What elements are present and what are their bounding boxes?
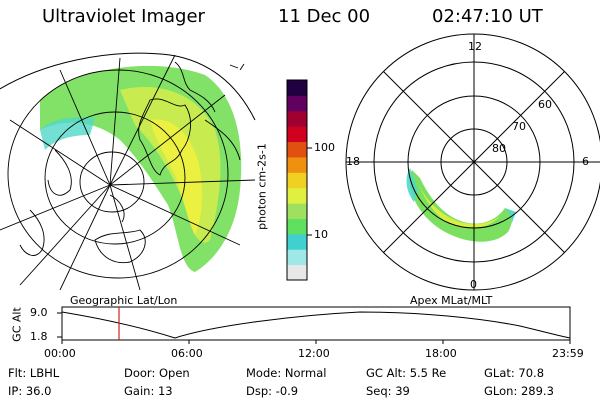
- time-label: 02:47:10 UT: [432, 6, 543, 27]
- mlt-label-6: 6: [582, 155, 589, 168]
- magnetic-caption: Apex MLat/MLT: [410, 294, 493, 307]
- info-glat: GLat: 70.8: [484, 366, 545, 380]
- colorbar-band: [287, 80, 307, 96]
- colorbar-band: [287, 203, 307, 219]
- timeline-xtick-0: 00:00: [44, 347, 76, 360]
- colorbar-band: [287, 233, 307, 250]
- timeline-xtick-2: 12:00: [298, 347, 330, 360]
- colorbar-tick-10: 10: [314, 228, 328, 241]
- info-filter: Flt: LBHL: [8, 366, 60, 380]
- geographic-caption: Geographic Lat/Lon: [70, 294, 178, 307]
- info-glon: GLon: 289.3: [484, 384, 554, 398]
- earth-limb: [0, 52, 256, 121]
- colorbar-band: [287, 156, 307, 173]
- mlt-label-12: 12: [468, 40, 482, 53]
- lat-label-80: 80: [492, 142, 506, 155]
- colorbar-band: [287, 264, 307, 281]
- coastlines: [19, 61, 245, 264]
- color-bar: [287, 80, 307, 281]
- colorbar-tick-100: 100: [314, 141, 335, 154]
- altitude-timeline: [57, 306, 571, 344]
- info-mode: Mode: Normal: [246, 366, 327, 380]
- info-ip: IP: 36.0: [8, 384, 52, 398]
- magnetic-dial: [345, 33, 600, 291]
- timeline-ytick-top: 9.0: [30, 306, 48, 319]
- info-door: Door: Open: [124, 366, 190, 380]
- colorbar-band: [287, 249, 307, 266]
- colorbar-band: [287, 172, 307, 189]
- colorbar-band: [287, 126, 307, 143]
- timeline-xtick-3: 18:00: [425, 347, 457, 360]
- colorbar-band: [287, 110, 307, 127]
- altitude-curve: [61, 311, 571, 339]
- date-label: 11 Dec 00: [278, 6, 371, 27]
- lat-label-60: 60: [538, 98, 552, 111]
- geographic-map: [0, 52, 256, 290]
- info-dsp: Dsp: -0.9: [246, 384, 299, 398]
- colorbar-band: [287, 187, 307, 204]
- colorbar-band: [287, 95, 307, 112]
- timeline-ylabel: GC Alt: [10, 307, 24, 342]
- info-gc-alt: GC Alt: 5.5 Re: [366, 366, 447, 380]
- mlt-label-18: 18: [346, 155, 360, 168]
- latitude-circles: [7, 69, 229, 279]
- info-seq: Seq: 39: [366, 384, 410, 398]
- colorbar-band: [287, 141, 307, 158]
- info-gain: Gain: 13: [124, 384, 173, 398]
- timeline-ytick-bottom: 1.8: [30, 330, 48, 343]
- timeline-xtick-1: 06:00: [171, 347, 203, 360]
- colorbar-band: [287, 218, 307, 235]
- lat-label-70: 70: [512, 120, 526, 133]
- mlt-label-0: 0: [470, 278, 477, 291]
- timeline-xtick-4: 23:59: [552, 347, 584, 360]
- colorbar-unit-label: photon cm-2s-1: [255, 143, 269, 230]
- instrument-title: Ultraviolet Imager: [42, 6, 205, 27]
- meridian-lines: [0, 54, 256, 290]
